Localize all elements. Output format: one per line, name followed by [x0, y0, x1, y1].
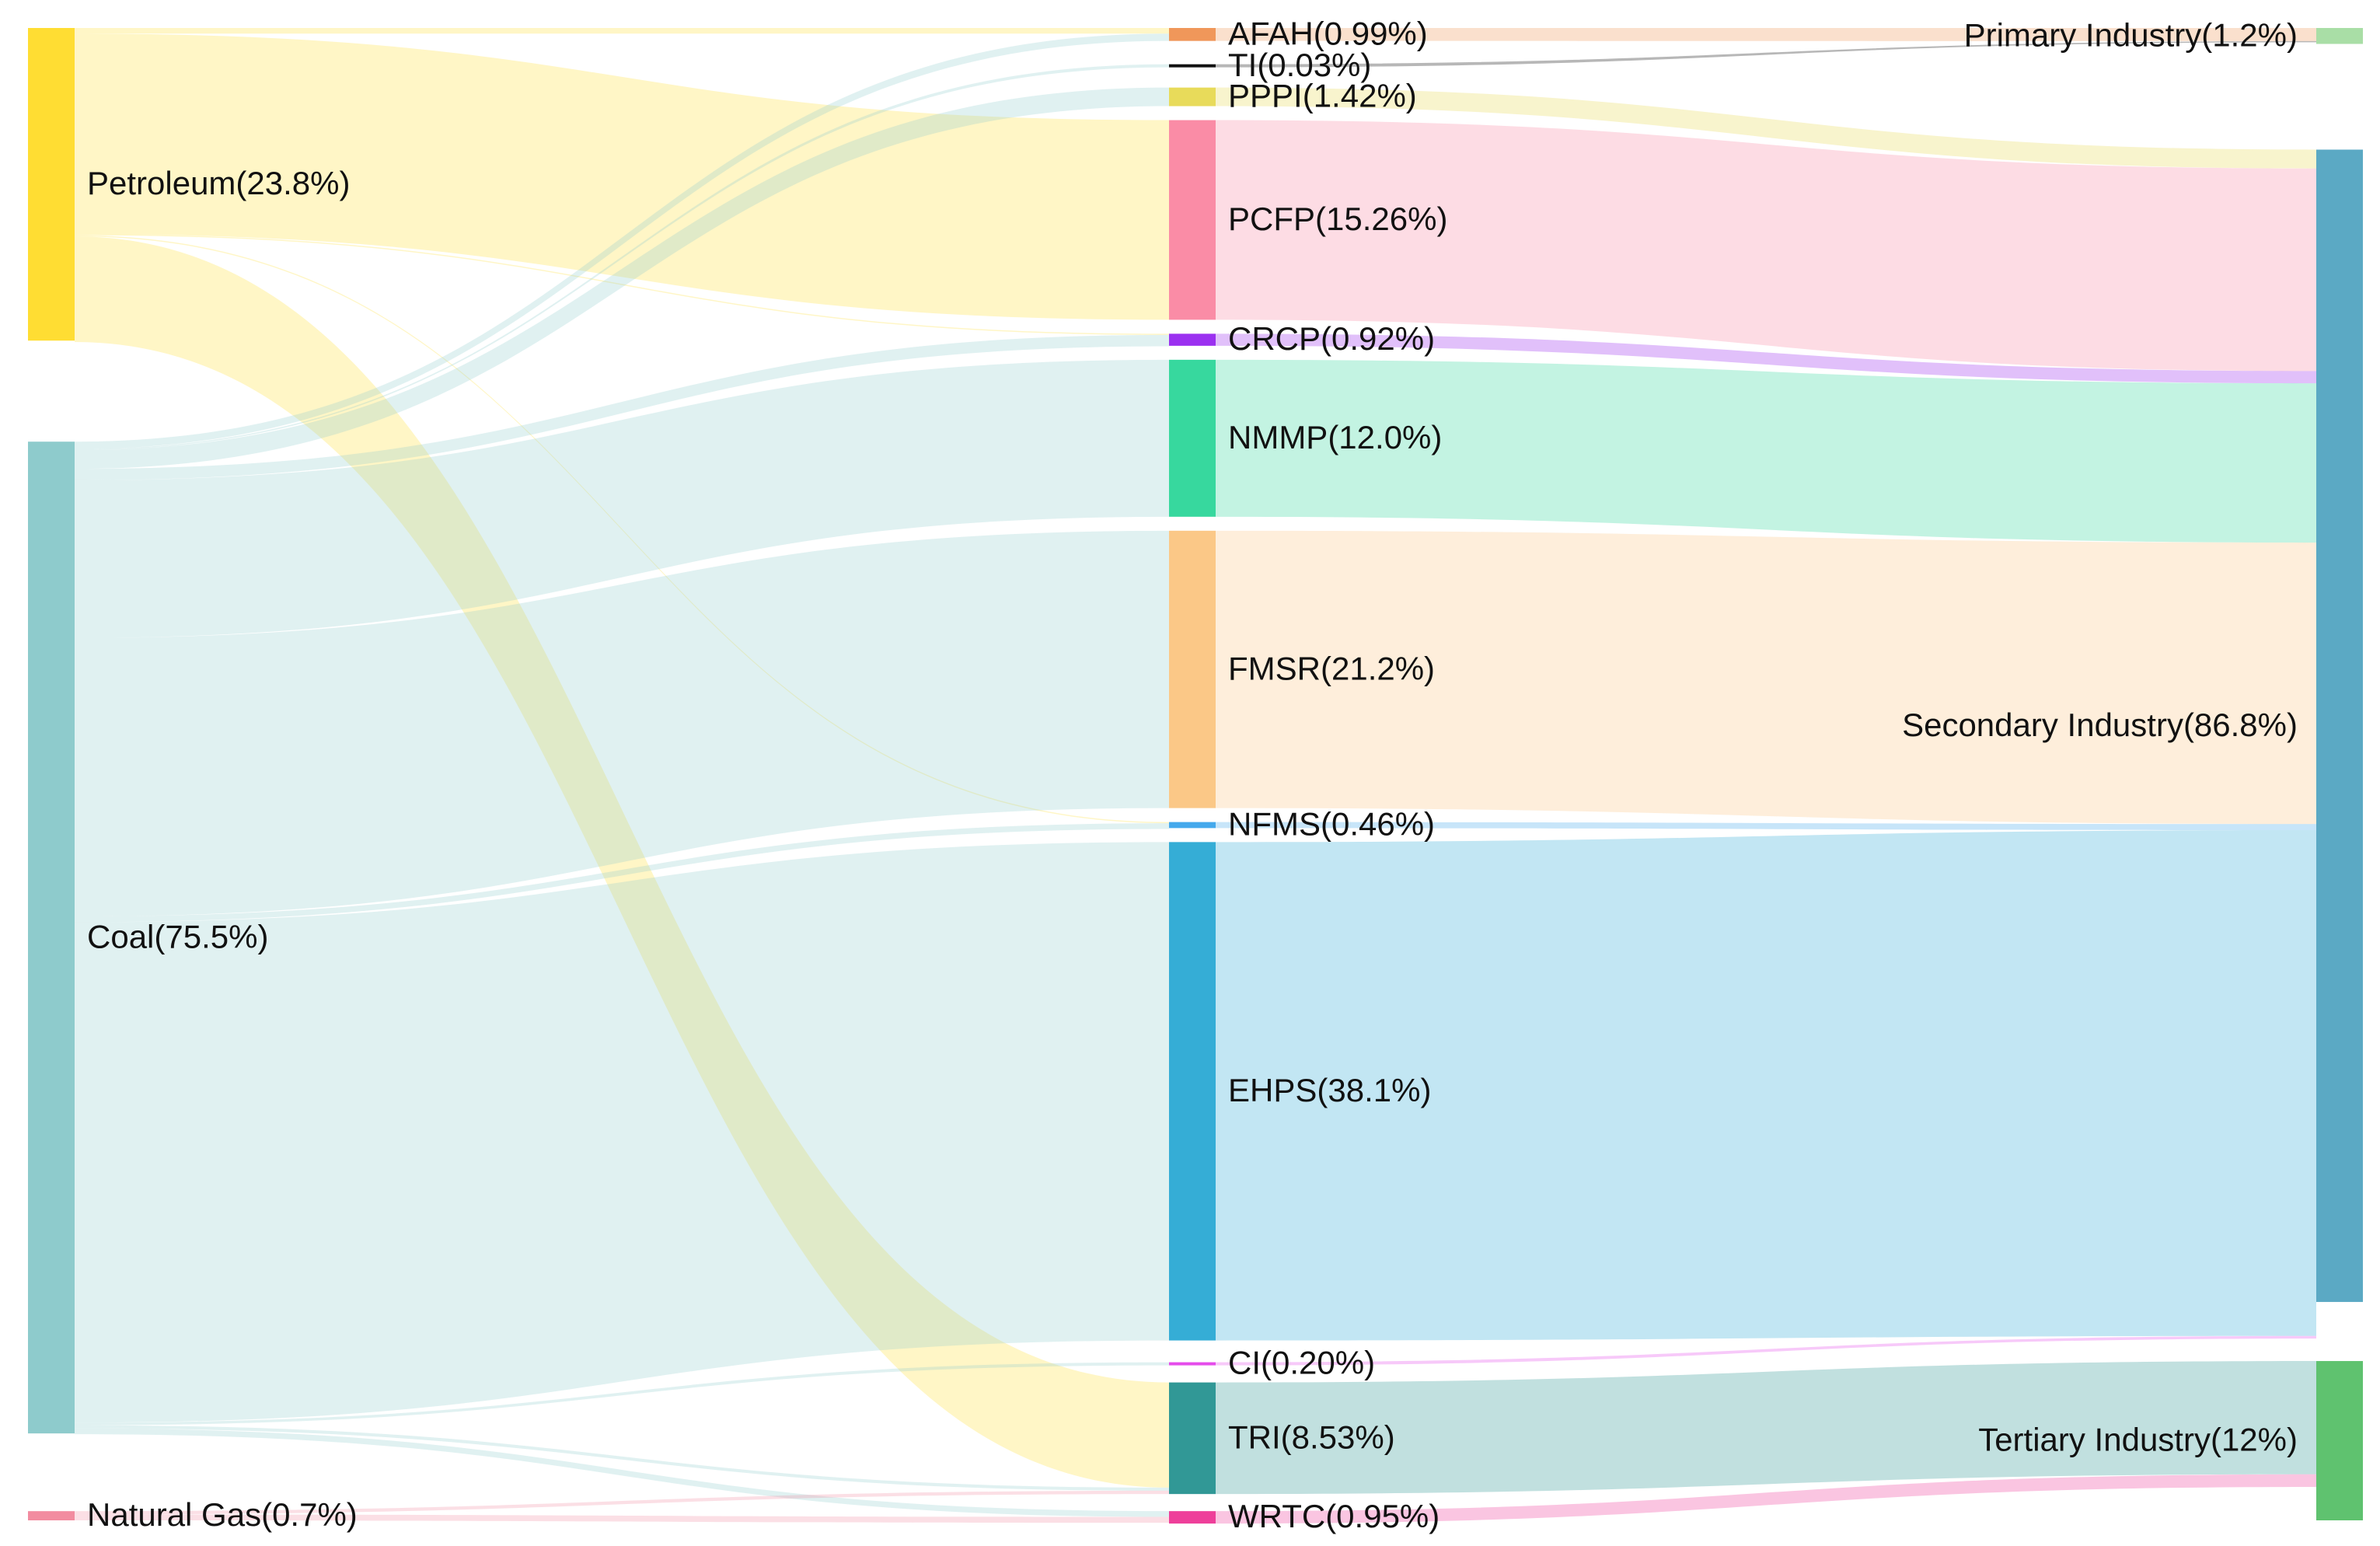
link-coal-to-ti [75, 64, 1169, 451]
link-coal-to-afah [75, 33, 1169, 449]
node-afah [1169, 28, 1216, 41]
node-ci [1169, 1362, 1216, 1366]
node-pcfp [1169, 120, 1216, 320]
label-primary: Primary Industry(1.2%) [1964, 16, 2298, 53]
link-petroleum-to-afah [75, 28, 1169, 34]
node-ti [1169, 64, 1216, 68]
link-coal-to-tri [75, 1425, 1169, 1491]
node-secondary [2316, 149, 2363, 1303]
label-pppi: PPPI(1.42%) [1228, 78, 1417, 114]
node-primary [2316, 28, 2363, 44]
node-nmmp [1169, 359, 1216, 517]
link-ehps-to-secondary [1216, 830, 2316, 1341]
label-fmsr: FMSR(21.2%) [1228, 650, 1435, 686]
label-wrtc: WRTC(0.95%) [1228, 1498, 1440, 1534]
label-tertiary: Tertiary Industry(12%) [1978, 1422, 2298, 1458]
link-natural_gas-to-tri [75, 1490, 1169, 1515]
link-coal-to-ehps [75, 842, 1169, 1423]
link-coal-to-fmsr [75, 530, 1169, 916]
label-coal: Coal(75.5%) [87, 918, 268, 954]
link-ti-to-primary [1216, 40, 2316, 68]
node-petroleum [28, 28, 75, 341]
link-nfms-to-secondary [1216, 822, 2316, 831]
node-ehps [1169, 842, 1216, 1341]
link-coal-to-nmmp [75, 359, 1169, 638]
link-wrtc-to-tertiary [1216, 1474, 2316, 1524]
sankey-nodes [28, 28, 2363, 1524]
link-ci-to-secondary [1216, 1335, 2316, 1366]
node-pppi [1169, 87, 1216, 106]
node-tertiary [2316, 1361, 2363, 1520]
link-coal-to-pppi [75, 87, 1169, 469]
label-petroleum: Petroleum(23.8%) [87, 165, 350, 201]
node-crcp [1169, 333, 1216, 346]
link-crcp-to-secondary [1216, 333, 2316, 384]
link-coal-to-crcp [75, 334, 1169, 480]
sankey-labels: Petroleum(23.8%) Coal(75.5%) Natural Gas(0… [87, 15, 2298, 1534]
link-pppi-to-secondary [1216, 87, 2316, 169]
link-coal-to-nfms [75, 823, 1169, 923]
link-coal-to-wrtc [75, 1428, 1169, 1517]
label-afah: AFAH(0.99%) [1228, 15, 1428, 51]
label-tri: TRI(8.53%) [1228, 1419, 1395, 1455]
link-tri-to-tertiary [1216, 1361, 2316, 1495]
sankey-links [75, 28, 2316, 1524]
label-secondary: Secondary Industry(86.8%) [1902, 707, 2298, 743]
label-natural_gas: Natural Gas(0.7%) [87, 1496, 358, 1533]
label-ehps: EHPS(38.1%) [1228, 1072, 1431, 1108]
label-nmmp: NMMP(12.0%) [1228, 419, 1442, 455]
node-wrtc [1169, 1511, 1216, 1524]
link-petroleum-to-nfms [75, 235, 1169, 824]
node-tri [1169, 1382, 1216, 1495]
link-nmmp-to-secondary [1216, 359, 2316, 543]
link-natural_gas-to-wrtc [75, 1514, 1169, 1523]
label-nfms: NFMS(0.46%) [1228, 806, 1435, 843]
link-coal-to-ci [75, 1362, 1169, 1426]
link-fmsr-to-secondary [1216, 530, 2316, 825]
link-petroleum-to-pcfp [75, 33, 1169, 320]
node-fmsr [1169, 530, 1216, 808]
link-afah-to-primary [1216, 28, 2316, 41]
link-petroleum-to-tri [75, 236, 1169, 1488]
node-coal [28, 441, 75, 1434]
label-crcp: CRCP(0.92%) [1228, 320, 1435, 357]
node-natural_gas [28, 1511, 75, 1520]
node-nfms [1169, 822, 1216, 829]
label-ti: TI(0.03%) [1228, 47, 1371, 83]
label-pcfp: PCFP(15.26%) [1228, 201, 1447, 237]
link-pcfp-to-secondary [1216, 120, 2316, 372]
link-petroleum-to-crcp [75, 234, 1169, 335]
label-ci: CI(0.20%) [1228, 1345, 1375, 1381]
